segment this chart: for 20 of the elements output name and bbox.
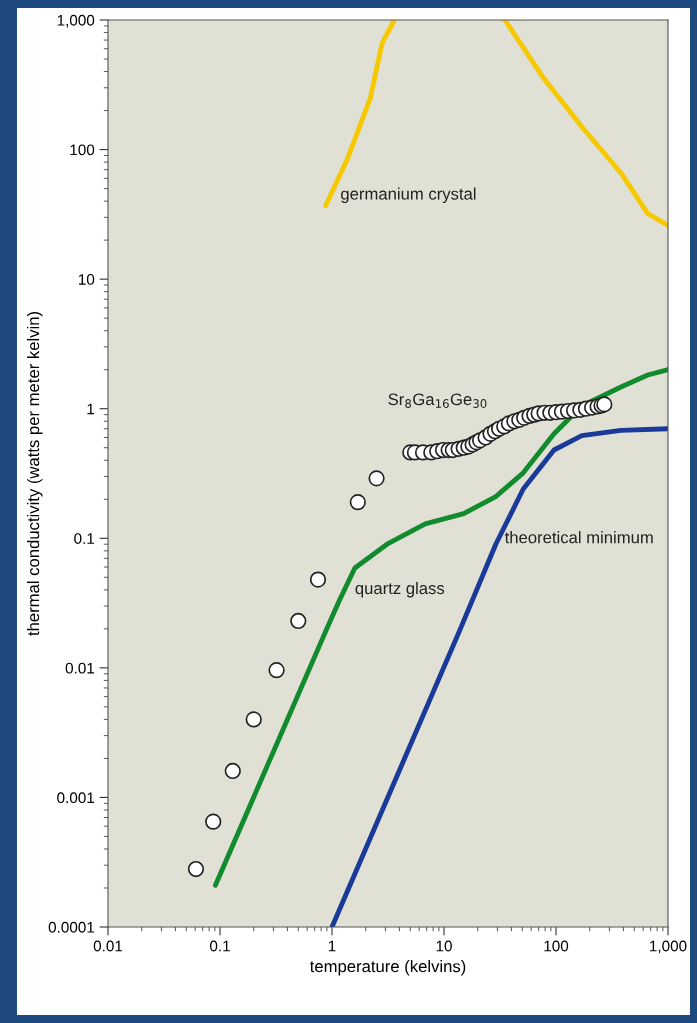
y-tick-label: 0.001: [57, 792, 95, 804]
y-tick-label: 100: [70, 144, 95, 156]
x-tick-label: 0.01: [93, 940, 123, 952]
x-tick-label: 0.1: [209, 940, 230, 952]
series-label: theoretical minimum: [504, 531, 653, 544]
x-tick-label: 1,000: [650, 940, 687, 954]
y-tick-label: 10: [78, 274, 95, 285]
y-tick-label: 0.1: [74, 533, 95, 544]
x-tick-label: 1: [328, 940, 336, 952]
y-tick-label: 1: [87, 403, 95, 415]
x-axis-title: temperature (kelvins): [309, 959, 466, 976]
series-label: quartz glass: [355, 581, 445, 598]
x-tick-label: 100: [544, 940, 569, 952]
y-tick-label: 0.0001: [48, 921, 95, 933]
y-tick-label: 1,000: [57, 14, 95, 28]
x-tick-label: 10: [436, 940, 452, 952]
series-label: germanium crystal: [341, 187, 476, 204]
y-tick-label: 0.01: [65, 662, 95, 674]
series-label: Sr$_{8}$Ga$_{16}$Ge$_{30}$: [388, 393, 487, 408]
y-axis-title: thermal conductivity (watts per meter kelvin): [26, 311, 43, 636]
